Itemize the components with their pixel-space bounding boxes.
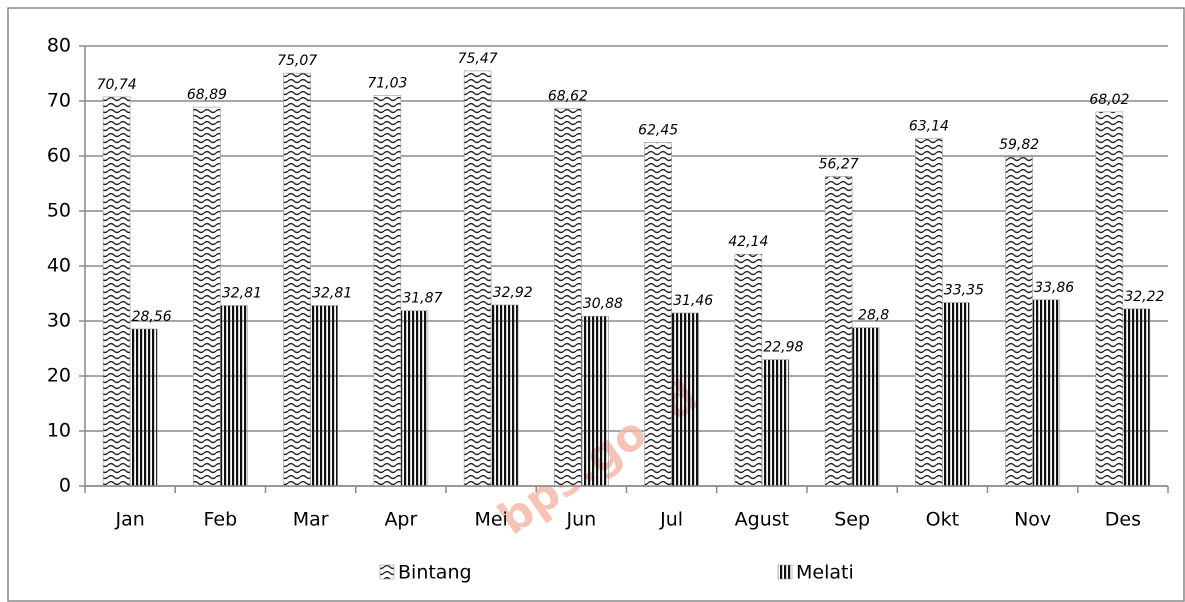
bar (581, 315, 609, 487)
legend-label: Bintang (398, 562, 472, 584)
value-label: 33,86 (1034, 280, 1074, 296)
value-label: 75,07 (277, 53, 317, 69)
value-label: 31,87 (402, 291, 442, 307)
value-label: 32,92 (493, 285, 533, 301)
bar (851, 327, 880, 487)
bar (283, 72, 311, 487)
bar (671, 312, 699, 487)
x-tick-label: Jun (566, 509, 597, 531)
value-label: 68,62 (548, 89, 588, 105)
x-tick-label: Jul (659, 509, 683, 531)
value-label: 62,45 (638, 123, 678, 139)
y-tick-label: 20 (47, 365, 71, 387)
bar (102, 96, 131, 487)
bar (220, 305, 248, 487)
bar (490, 304, 519, 487)
x-tick-label: Sep (834, 509, 870, 531)
legend-label: Melati (796, 562, 854, 584)
x-tick-label: Feb (204, 509, 238, 531)
x-tick-label: Mar (293, 509, 329, 531)
value-label: 68,89 (187, 87, 227, 103)
bar (824, 176, 853, 487)
x-tick-label: Apr (384, 509, 417, 531)
value-label: 22,98 (763, 340, 803, 356)
bar (129, 328, 158, 487)
bar (734, 253, 763, 487)
x-tick-label: Jan (114, 509, 144, 531)
bar (1032, 299, 1060, 487)
value-label: 31,46 (673, 293, 713, 309)
bar (942, 302, 970, 487)
value-label: 32,22 (1124, 289, 1164, 305)
value-label: 30,88 (583, 296, 623, 312)
value-label: 32,81 (312, 286, 352, 302)
bar (1005, 156, 1033, 487)
y-tick-label: 40 (47, 255, 71, 277)
bar (644, 142, 672, 487)
y-tick-label: 70 (47, 90, 71, 112)
bar (193, 106, 221, 487)
legend-swatch (777, 564, 793, 580)
y-tick-label: 50 (47, 200, 71, 222)
value-label: 59,82 (999, 137, 1039, 153)
value-label: 32,81 (222, 286, 262, 302)
value-label: 28,56 (132, 309, 172, 325)
bar (1095, 111, 1124, 487)
x-tick-label: Nov (1014, 509, 1051, 531)
bar (463, 70, 492, 487)
bar (1122, 308, 1151, 487)
x-tick-label: Agust (735, 509, 789, 531)
value-label: 28,8 (858, 308, 889, 324)
value-label: 56,27 (819, 157, 859, 173)
x-tick-label: Des (1105, 509, 1141, 531)
legend-swatch (379, 564, 395, 580)
y-tick-label: 0 (59, 475, 71, 497)
x-tick-label: Okt (926, 509, 959, 531)
bar (373, 95, 402, 487)
bar (761, 359, 790, 487)
y-tick-label: 80 (47, 35, 71, 57)
value-label: 42,14 (728, 234, 768, 250)
x-tick-label: Mei (474, 509, 507, 531)
bar (310, 305, 338, 487)
bar (915, 138, 943, 487)
value-label: 75,47 (458, 51, 498, 67)
y-tick-label: 30 (47, 310, 71, 332)
value-label: 33,35 (944, 283, 984, 299)
value-label: 70,74 (97, 77, 137, 93)
value-label: 68,02 (1089, 92, 1129, 108)
bar (554, 108, 582, 487)
value-label: 63,14 (909, 119, 949, 135)
bar (400, 310, 429, 487)
y-tick-label: 60 (47, 145, 71, 167)
value-label: 71,03 (367, 75, 407, 91)
y-tick-label: 10 (47, 420, 71, 442)
